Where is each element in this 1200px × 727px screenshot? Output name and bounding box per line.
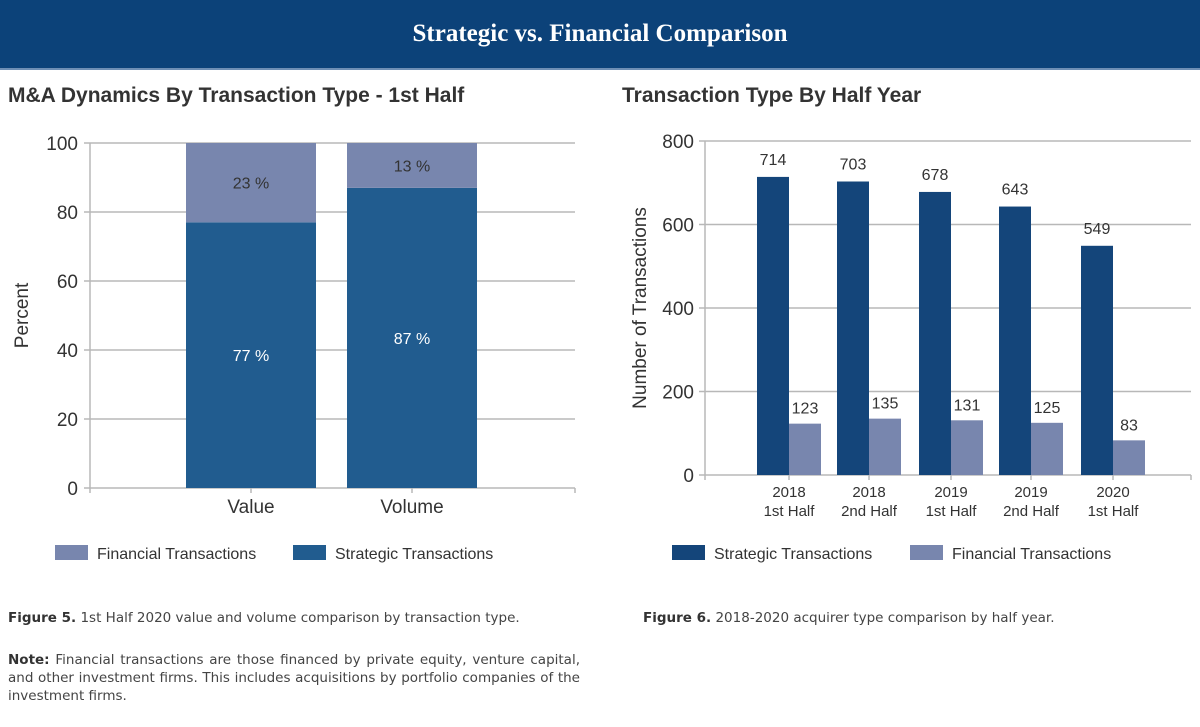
data-label-strategic: 703 [840,156,867,173]
bar-financial [1031,422,1063,475]
x-tick-label: Volume [380,497,443,518]
chart-transaction-type: 0 200 400 600 800 Number of Transactions 714 12… [630,132,1192,563]
y-tick-label: 400 [662,299,694,320]
y-tick-label: 80 [57,203,78,224]
bar-strategic [837,181,869,475]
data-label-strategic: 643 [1002,182,1029,199]
bar-strategic [347,187,477,488]
bar-strategic [186,222,316,488]
data-label-strategic: 549 [1084,221,1111,238]
x-tick-label-half: 1st Half [764,503,816,520]
y-tick-label: 200 [662,383,694,404]
bar-strategic [757,176,789,475]
data-label-strategic: 714 [760,152,787,169]
y-axis-label: Percent [12,282,33,348]
chart2-title: Transaction Type By Half Year [622,84,922,107]
x-tick-label-half: 1st Half [926,503,978,520]
figure6-caption: Figure 6. 2018-2020 acquirer type compar… [643,609,1183,627]
figure6-label: Figure 6. [643,610,712,626]
figure6-text: 2018-2020 acquirer type comparison by ha… [711,610,1055,626]
figure5-caption: Figure 5. 1st Half 2020 value and volume… [8,609,568,627]
y-tick-label: 20 [57,410,78,431]
legend-label: Strategic Transactions [714,546,872,563]
y-tick-label: 800 [662,132,694,153]
y-tick-label: 60 [57,272,78,293]
y-tick-label: 40 [57,341,78,362]
y-tick-label: 0 [67,479,78,500]
x-tick-label-year: 2019 [1014,484,1047,501]
page-banner: Strategic vs. Financial Comparison [0,0,1200,70]
x-tick-label-half: 2nd Half [1003,503,1060,520]
bar-strategic [1081,245,1113,475]
legend-swatch [293,545,326,560]
x-tick-label-year: 2018 [852,484,885,501]
figure5-text: 1st Half 2020 value and volume compariso… [76,610,520,626]
bar-financial [789,423,821,475]
note-caption: Note: Financial transactions are those f… [8,651,580,705]
chart1-title: M&A Dynamics By Transaction Type - 1st H… [8,84,465,107]
bar-financial [347,143,477,188]
bar-financial [951,420,983,475]
bar-strategic [919,191,951,475]
x-tick-label-half: 2nd Half [841,503,898,520]
bar-financial [869,418,901,475]
y-axis-label: Number of Transactions [630,207,651,409]
data-label-financial: 13 % [394,158,430,175]
chart-mna-dynamics: 0 20 40 60 80 100 Percent 77 % 23 % Value 87 % 13 %… [12,134,576,563]
x-tick-label: Value [227,497,274,518]
data-label-financial: 131 [954,397,981,414]
data-label-financial: 135 [872,396,899,413]
legend-label: Financial Transactions [97,546,256,563]
legend-label: Strategic Transactions [335,546,493,563]
note-text: Financial transactions are those finance… [8,652,580,704]
legend-label: Financial Transactions [952,546,1111,563]
data-label-strategic: 77 % [233,348,269,365]
bar-financial [186,143,316,223]
data-label-strategic: 678 [922,167,949,184]
x-tick-label-year: 2018 [772,484,805,501]
data-label-financial: 23 % [233,176,269,193]
figure5-label: Figure 5. [8,610,77,626]
y-tick-label: 0 [683,466,694,487]
data-label-financial: 83 [1120,417,1138,434]
legend-swatch [672,545,705,560]
bar-financial [1113,440,1145,475]
legend-swatch [910,545,943,560]
y-tick-label: 100 [46,134,78,155]
legend-swatch [55,545,88,560]
data-label-financial: 123 [792,401,819,418]
y-tick-label: 600 [662,216,694,237]
note-label: Note: [8,652,50,668]
data-label-strategic: 87 % [394,331,430,348]
banner-title: Strategic vs. Financial Comparison [412,20,788,47]
data-label-financial: 125 [1034,400,1061,417]
x-tick-label-year: 2019 [934,484,967,501]
x-tick-label-year: 2020 [1096,484,1129,501]
bar-strategic [999,206,1031,476]
x-tick-label-half: 1st Half [1088,503,1140,520]
